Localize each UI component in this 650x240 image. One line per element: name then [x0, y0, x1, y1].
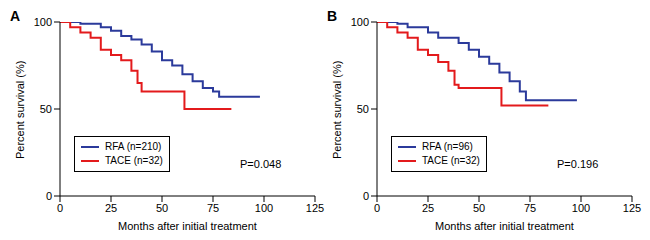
svg-text:100: 100: [255, 202, 273, 214]
svg-text:75: 75: [524, 202, 536, 214]
svg-text:0: 0: [374, 202, 380, 214]
svg-text:125: 125: [623, 202, 641, 214]
svg-text:100: 100: [351, 16, 369, 28]
html-text:RFA (n=96): RFA (n=96): [422, 141, 473, 152]
svg-text:50: 50: [473, 202, 485, 214]
html-text:B: B: [327, 8, 338, 24]
svg-text:25: 25: [105, 202, 117, 214]
svg-text:Percent survival (%): Percent survival (%): [14, 61, 26, 159]
svg-text:50: 50: [156, 202, 168, 214]
svg-text:Percent survival (%): Percent survival (%): [331, 61, 343, 159]
svg-text:0: 0: [57, 202, 63, 214]
svg-text:100: 100: [34, 16, 52, 28]
svg-text:Months after initial treatment: Months after initial treatment: [118, 220, 257, 232]
svg-text:100: 100: [572, 202, 590, 214]
svg-text:25: 25: [422, 202, 434, 214]
svg-text:50: 50: [357, 103, 369, 115]
html-text:RFA (n=210): RFA (n=210): [105, 141, 162, 152]
html-text:A: A: [10, 8, 21, 24]
html-text:TACE (n=32): TACE (n=32): [105, 155, 163, 166]
svg-text:0: 0: [46, 190, 52, 202]
html-text:P=0.048: P=0.048: [240, 158, 282, 170]
svg-text:125: 125: [306, 202, 324, 214]
html-text:P=0.196: P=0.196: [557, 158, 599, 170]
svg-text:50: 50: [40, 103, 52, 115]
svg-text:0: 0: [363, 190, 369, 202]
svg-text:Months after initial treatment: Months after initial treatment: [435, 220, 574, 232]
html-text:TACE (n=32): TACE (n=32): [422, 155, 480, 166]
svg-text:75: 75: [207, 202, 219, 214]
